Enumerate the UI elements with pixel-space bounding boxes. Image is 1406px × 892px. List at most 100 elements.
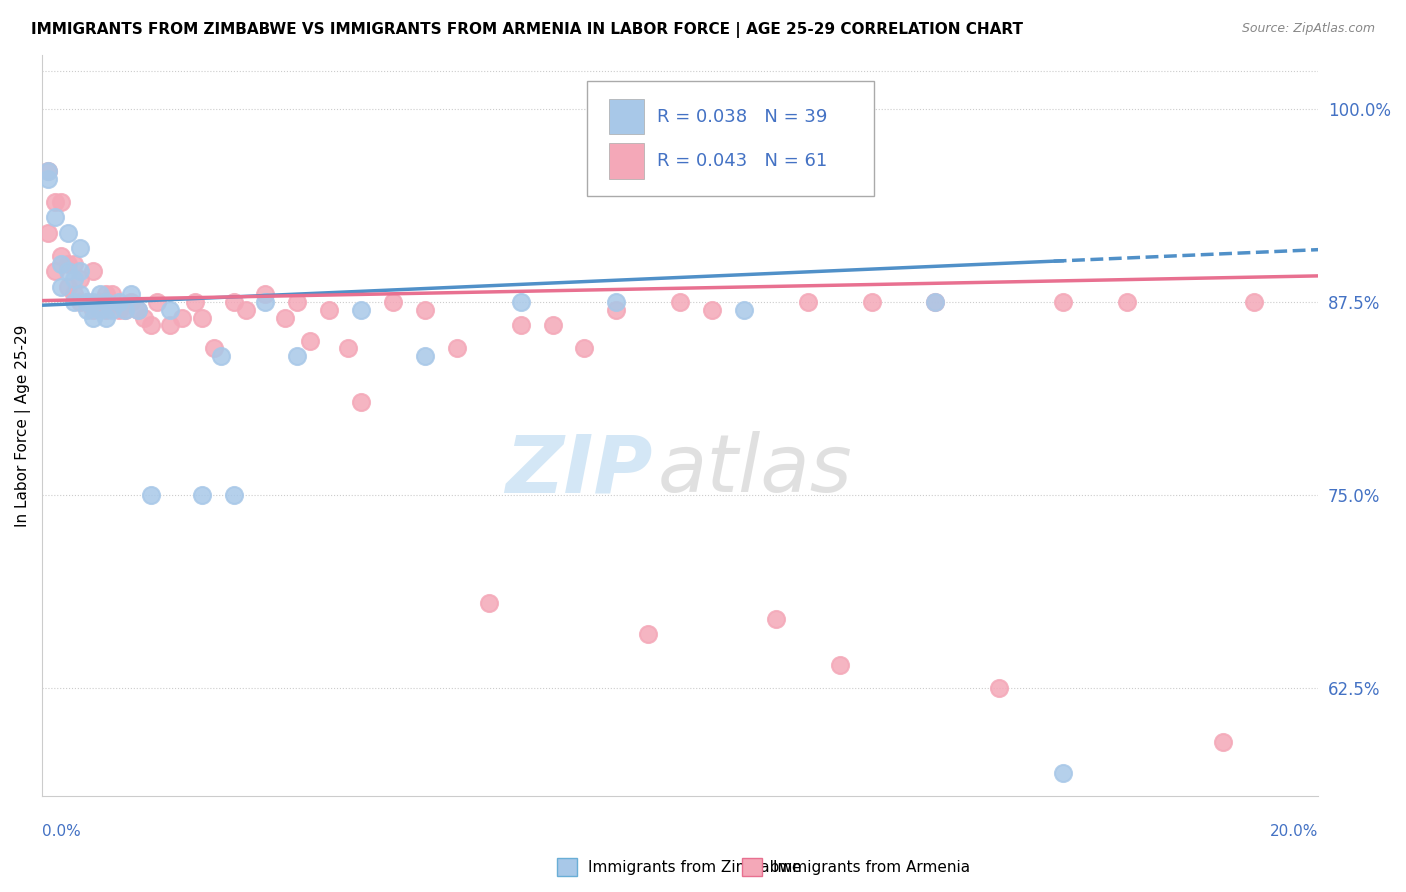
- Point: [988, 681, 1011, 695]
- Point: [235, 302, 257, 317]
- Point: [209, 349, 232, 363]
- Point: [700, 302, 723, 317]
- Point: [89, 302, 111, 317]
- Point: [285, 295, 308, 310]
- Point: [76, 302, 98, 317]
- Point: [509, 318, 531, 333]
- Point: [574, 342, 596, 356]
- Point: [51, 279, 73, 293]
- Point: [89, 287, 111, 301]
- Point: [350, 302, 373, 317]
- FancyBboxPatch shape: [588, 81, 875, 196]
- Point: [637, 627, 659, 641]
- Text: Source: ZipAtlas.com: Source: ZipAtlas.com: [1241, 22, 1375, 36]
- Point: [669, 295, 692, 310]
- Point: [765, 611, 787, 625]
- Point: [101, 287, 124, 301]
- Point: [139, 488, 162, 502]
- Point: [94, 295, 117, 310]
- Point: [860, 295, 883, 310]
- Point: [63, 256, 86, 270]
- Point: [56, 226, 79, 240]
- Text: ZIP: ZIP: [505, 431, 652, 509]
- Point: [382, 295, 405, 310]
- Point: [107, 302, 129, 317]
- Point: [146, 295, 169, 310]
- Point: [318, 302, 340, 317]
- Point: [1052, 295, 1074, 310]
- Text: R = 0.043   N = 61: R = 0.043 N = 61: [657, 153, 828, 170]
- Point: [82, 295, 104, 310]
- Point: [76, 295, 98, 310]
- Point: [63, 295, 86, 310]
- Point: [509, 295, 531, 310]
- Point: [69, 295, 91, 310]
- Text: Immigrants from Zimbabwe: Immigrants from Zimbabwe: [588, 860, 801, 874]
- Bar: [609, 99, 644, 135]
- Point: [37, 171, 59, 186]
- Point: [828, 657, 851, 672]
- Point: [190, 488, 212, 502]
- Point: [134, 310, 156, 325]
- Point: [159, 318, 181, 333]
- Point: [159, 302, 181, 317]
- Text: IMMIGRANTS FROM ZIMBABWE VS IMMIGRANTS FROM ARMENIA IN LABOR FORCE | AGE 25-29 C: IMMIGRANTS FROM ZIMBABWE VS IMMIGRANTS F…: [31, 22, 1024, 38]
- Bar: [609, 144, 644, 179]
- Text: R = 0.038   N = 39: R = 0.038 N = 39: [657, 108, 828, 126]
- Point: [120, 287, 142, 301]
- Point: [69, 264, 91, 278]
- Point: [127, 302, 149, 317]
- Point: [413, 302, 436, 317]
- Point: [56, 279, 79, 293]
- Point: [273, 310, 295, 325]
- Point: [44, 264, 66, 278]
- Point: [478, 596, 501, 610]
- Point: [101, 302, 124, 317]
- Point: [63, 272, 86, 286]
- Point: [120, 295, 142, 310]
- Point: [56, 264, 79, 278]
- Point: [56, 256, 79, 270]
- Point: [1115, 295, 1137, 310]
- Point: [94, 310, 117, 325]
- Point: [299, 334, 322, 348]
- Text: atlas: atlas: [657, 431, 852, 509]
- Point: [69, 287, 91, 301]
- Point: [733, 302, 755, 317]
- Point: [114, 302, 136, 317]
- Point: [184, 295, 207, 310]
- Point: [69, 272, 91, 286]
- Point: [51, 194, 73, 209]
- Text: 20.0%: 20.0%: [1270, 824, 1319, 838]
- Point: [44, 211, 66, 225]
- Point: [1243, 295, 1265, 310]
- Point: [222, 295, 245, 310]
- Point: [127, 302, 149, 317]
- Point: [285, 349, 308, 363]
- Point: [94, 287, 117, 301]
- Point: [139, 318, 162, 333]
- Point: [413, 349, 436, 363]
- Point: [82, 302, 104, 317]
- Point: [1052, 766, 1074, 780]
- Point: [1212, 735, 1234, 749]
- Point: [254, 287, 277, 301]
- Y-axis label: In Labor Force | Age 25-29: In Labor Force | Age 25-29: [15, 325, 31, 527]
- Point: [172, 310, 194, 325]
- Point: [541, 318, 564, 333]
- Text: 0.0%: 0.0%: [42, 824, 82, 838]
- Point: [37, 226, 59, 240]
- Point: [37, 164, 59, 178]
- Point: [254, 295, 277, 310]
- Point: [37, 164, 59, 178]
- Point: [63, 287, 86, 301]
- Point: [114, 302, 136, 317]
- Point: [924, 295, 946, 310]
- Point: [82, 310, 104, 325]
- Point: [76, 295, 98, 310]
- Text: Immigrants from Armenia: Immigrants from Armenia: [773, 860, 970, 874]
- Point: [82, 264, 104, 278]
- Point: [51, 256, 73, 270]
- Point: [797, 295, 820, 310]
- Point: [69, 241, 91, 255]
